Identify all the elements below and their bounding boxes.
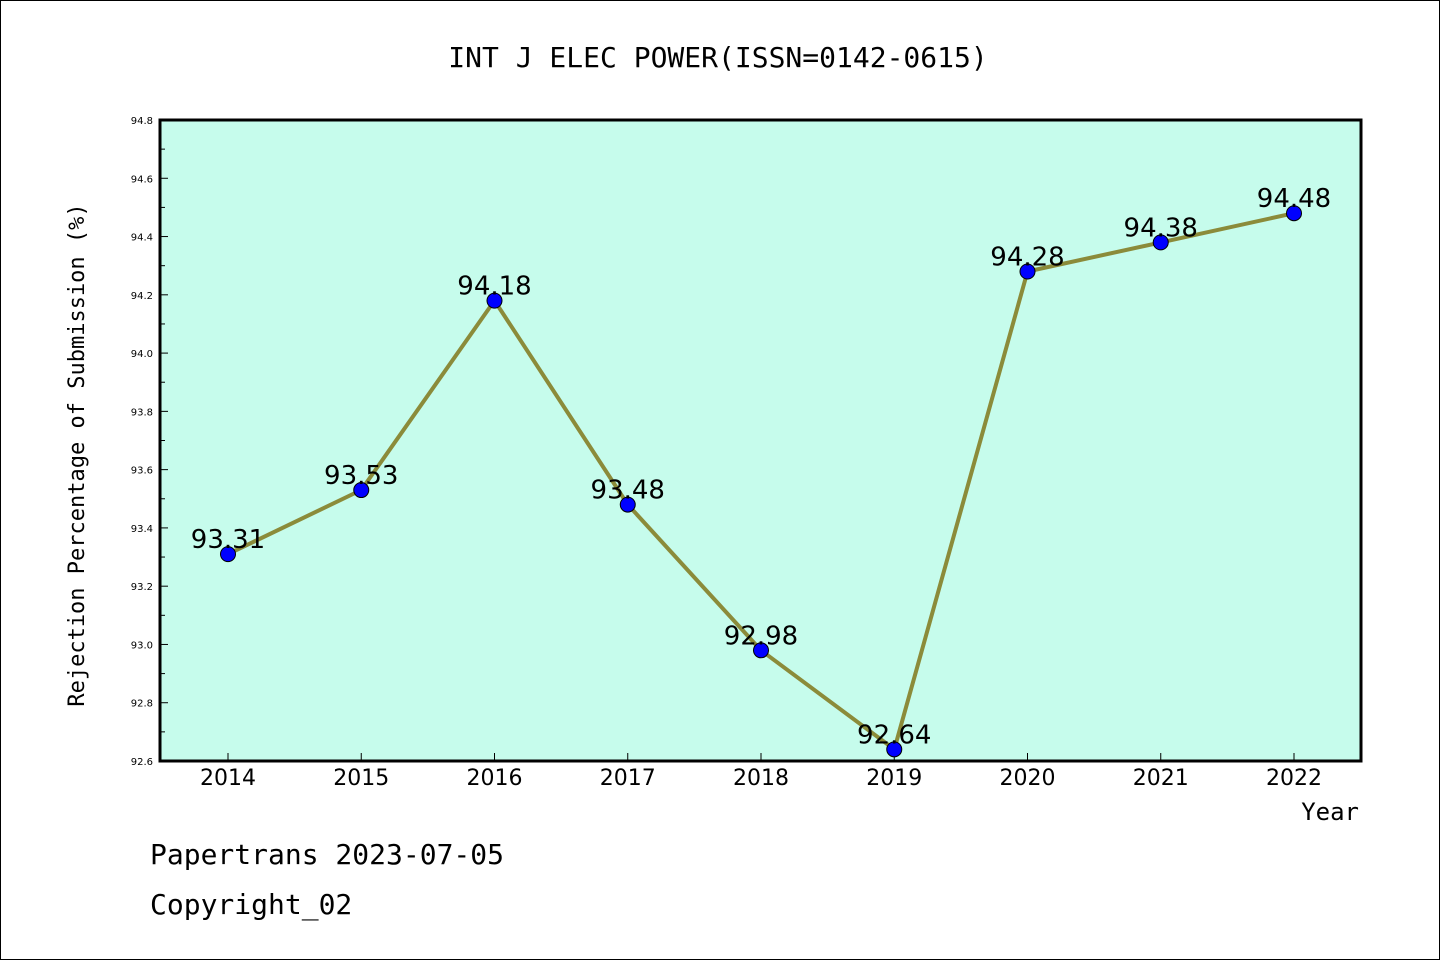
x-tick-label: 2017 [600, 766, 656, 791]
y-tick-label: 94.8 [131, 116, 153, 127]
data-markers [220, 205, 1302, 758]
x-tick-label: 2022 [1266, 766, 1322, 791]
data-label: 94.48 [1257, 184, 1331, 214]
footer-date: Papertrans 2023-07-05 [150, 838, 504, 871]
data-point [619, 496, 636, 513]
y-tick-label: 93.4 [131, 524, 153, 535]
data-point [1019, 263, 1036, 280]
data-point [1286, 205, 1302, 222]
data-point [353, 482, 370, 499]
data-labels: 93.31 93.53 94.18 93.48 92.98 92.64 94.28 94.38… [191, 184, 1331, 750]
x-tick-label: 2021 [1133, 766, 1189, 791]
x-tick-label: 2016 [467, 766, 523, 791]
y-tick-label: 94.0 [131, 349, 153, 360]
data-label: 94.38 [1124, 213, 1198, 243]
y-tick-label: 94.2 [131, 291, 153, 302]
y-tick-label: 92.8 [131, 699, 153, 710]
footer-copyright: Copyright_02 [150, 888, 352, 922]
data-point [220, 546, 236, 563]
y-tick-label: 93.2 [131, 582, 153, 593]
plot-border [158, 118, 1363, 763]
x-tick-label: 2015 [333, 766, 389, 791]
x-tick-label: 2018 [733, 766, 789, 791]
data-point [753, 642, 769, 659]
data-label: 92.64 [857, 720, 931, 750]
x-tick-label: 2019 [866, 766, 922, 791]
x-tick-label: 2014 [200, 766, 256, 791]
x-axis: 2014 2015 2016 2017 2018 2019 2020 2021 2022 [200, 753, 1322, 791]
y-tick-label: 93.8 [131, 407, 153, 418]
data-label: 93.31 [191, 525, 265, 555]
data-point [1152, 234, 1169, 251]
y-tick-label: 92.6 [131, 757, 153, 768]
data-label: 92.98 [724, 621, 798, 651]
data-label: 93.48 [591, 476, 665, 506]
x-axis-label: Year [1301, 798, 1359, 826]
data-point [886, 741, 903, 758]
data-label: 94.28 [990, 243, 1064, 273]
chart-title: INT J ELEC POWER(ISSN=0142-0615) [448, 41, 987, 74]
data-label: 93.53 [324, 461, 398, 491]
data-point [486, 292, 503, 309]
data-label: 94.18 [457, 272, 531, 302]
y-axis-label: Rejection Percentage of Submission (%) [65, 203, 90, 706]
y-tick-label: 94.4 [131, 233, 153, 244]
y-tick-label: 93.0 [131, 640, 153, 651]
y-tick-label: 93.6 [131, 466, 153, 477]
x-tick-label: 2020 [1000, 766, 1056, 791]
y-tick-label: 94.6 [131, 174, 153, 185]
